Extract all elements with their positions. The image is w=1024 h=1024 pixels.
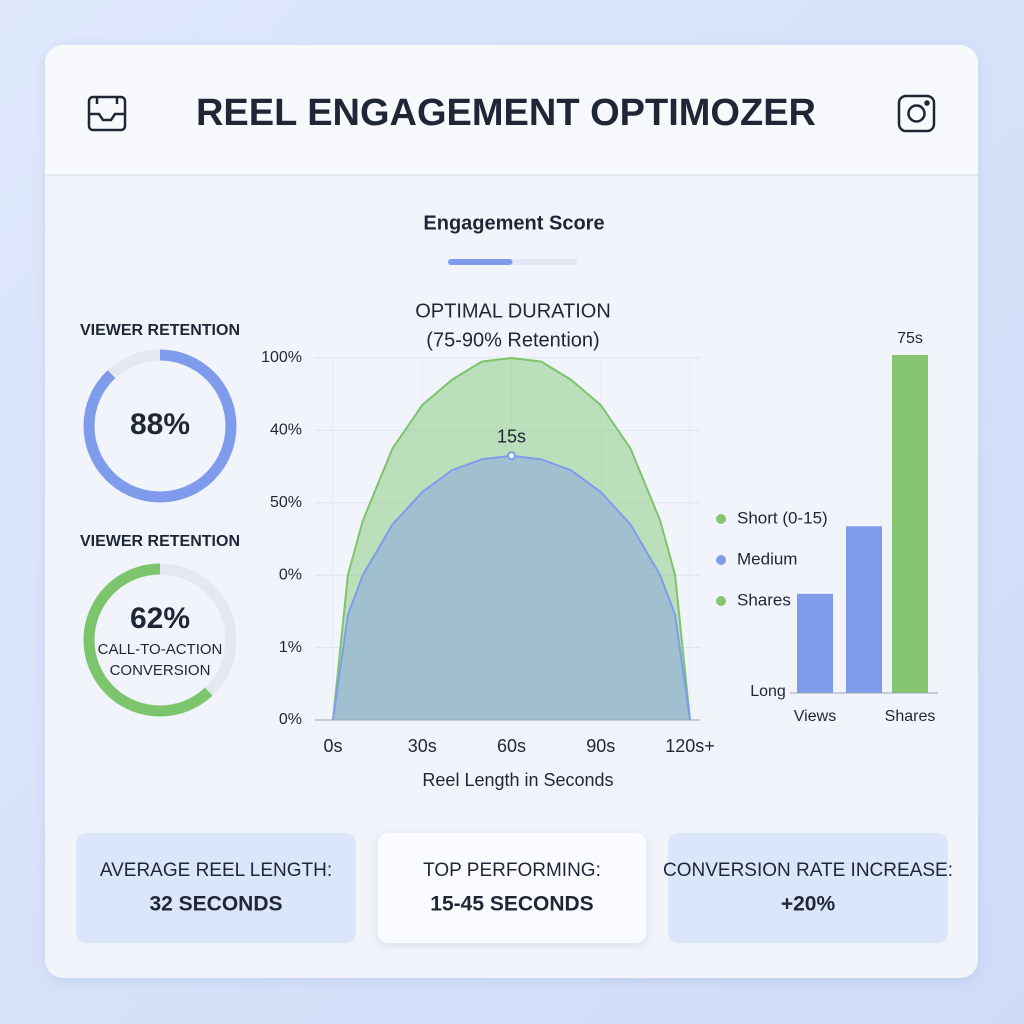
- x-tick-label: 120s+: [665, 736, 715, 756]
- header-bar: [45, 45, 978, 175]
- bar: [892, 355, 928, 693]
- stat-value: +20%: [781, 893, 836, 916]
- x-tick-label: Views: [794, 708, 836, 725]
- gauge-label: VIEWER RETENTION: [80, 322, 240, 339]
- bar: [846, 526, 882, 693]
- legend-swatch: [716, 514, 726, 524]
- y-tick-label: 0%: [279, 711, 302, 728]
- chart-title: (75-90% Retention): [426, 329, 599, 351]
- x-axis-label: Reel Length in Seconds: [422, 770, 613, 790]
- stat-label: CONVERSION RATE INCREASE:: [663, 860, 953, 881]
- gauge-label: VIEWER RETENTION: [80, 533, 240, 550]
- dynamic-content: VIEWER RETENTION 88% VIEWER RETENTION 62% CA…: [76, 259, 953, 943]
- bar: [797, 593, 833, 693]
- area-fill: [333, 455, 690, 720]
- stat-card: [378, 833, 646, 943]
- stat-value: 15-45 SECONDS: [430, 893, 593, 916]
- legend-label: Medium: [737, 549, 797, 568]
- gauge-arc: [83, 349, 237, 503]
- inbox-icon[interactable]: [87, 95, 127, 132]
- stat-label: AVERAGE REEL LENGTH:: [100, 860, 332, 881]
- stat-label: TOP PERFORMING:: [423, 860, 601, 881]
- peak-annotation: 15s: [497, 426, 526, 446]
- stat-value: 32 SECONDS: [149, 893, 282, 916]
- bar-axis-label: Long: [750, 683, 786, 700]
- legend-swatch: [716, 555, 726, 565]
- area-fill: [333, 358, 690, 720]
- gauge-value: 88%: [130, 408, 190, 441]
- legend-label: Short (0-15): [737, 508, 828, 527]
- gauge-value: 62%: [130, 602, 190, 635]
- y-tick-label: 50%: [270, 494, 302, 511]
- legend-swatch: [716, 596, 726, 606]
- legend-label: Shares: [737, 590, 791, 609]
- app-title: REEL ENGAGEMENT OPTIMOZER: [196, 92, 816, 134]
- stat-card: [76, 833, 356, 943]
- y-tick-label: 1%: [279, 639, 302, 656]
- chart-title: OPTIMAL DURATION: [415, 300, 611, 322]
- y-tick-label: 0%: [279, 566, 302, 583]
- x-tick-label: 90s: [586, 736, 615, 756]
- y-tick-label: 40%: [270, 422, 302, 439]
- y-tick-label: 100%: [261, 349, 302, 366]
- peak-point: [507, 451, 516, 461]
- instagram-icon[interactable]: [897, 94, 936, 133]
- gauge-sublabel: CONVERSION: [110, 662, 211, 679]
- stat-card: [668, 833, 948, 943]
- x-tick-label: Shares: [885, 708, 936, 725]
- x-tick-label: 30s: [408, 736, 437, 756]
- gauge-arc: [83, 563, 237, 717]
- score-label: Engagement Score: [423, 212, 604, 234]
- area-line: [332, 356, 691, 721]
- gauge-sublabel: CALL-TO-ACTION: [98, 641, 223, 658]
- bar-value-label: 75s: [897, 330, 923, 347]
- score-fill: [448, 259, 513, 265]
- x-tick-label: 0s: [323, 736, 342, 756]
- x-tick-label: 60s: [497, 736, 526, 756]
